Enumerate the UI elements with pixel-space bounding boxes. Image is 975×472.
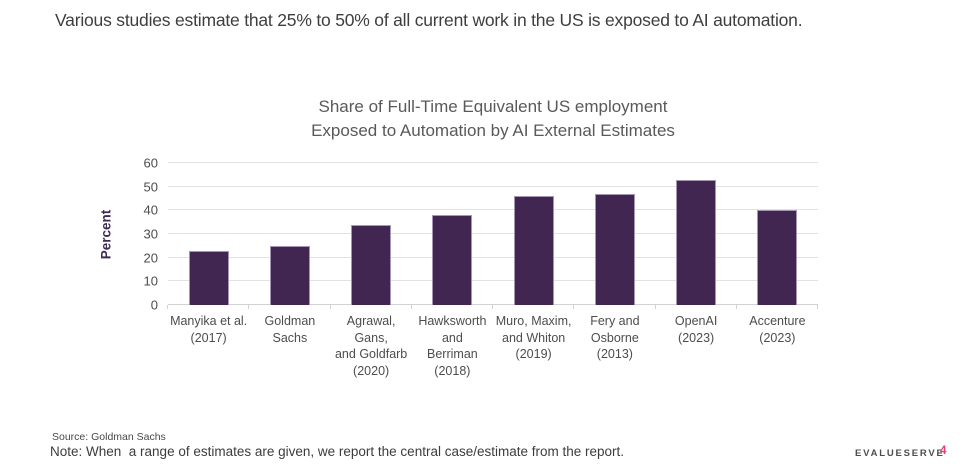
bar-6	[594, 193, 635, 305]
x-category-label-line: OpenAI	[674, 314, 718, 328]
bar-4	[432, 215, 473, 305]
bar-slot	[574, 163, 655, 305]
chart-title-line-1: Share of Full-Time Equivalent US employm…	[318, 97, 668, 116]
y-tick-label: 20	[143, 250, 158, 266]
x-category-label-line: Accenture	[749, 314, 806, 328]
x-axis-tick	[492, 305, 493, 309]
x-category-label-line: Fery and	[590, 314, 640, 328]
x-category-label: Hawksworth and Berriman (2018)	[412, 313, 493, 379]
y-gridline	[168, 256, 818, 258]
x-category-label-line: (2023)	[759, 330, 796, 345]
x-category-label-line: Sachs	[272, 330, 308, 345]
bar-slot	[737, 163, 818, 305]
x-category-label: Fery and Osborne (2013)	[574, 313, 655, 379]
x-category-label-line: (2019)	[515, 347, 552, 361]
x-category-label-line: (2020)	[353, 363, 390, 378]
x-category-label-line: (2018)	[434, 363, 471, 378]
y-axis-ticks: 0 10 20 30 40 50 60	[112, 156, 158, 313]
bar-5	[513, 196, 554, 305]
source-text: Source: Goldman Sachs	[52, 431, 166, 443]
x-category-label: Accenture (2023)	[737, 313, 818, 379]
x-category-label-line: (2023)	[678, 330, 715, 345]
x-category-label-line: and Goldfarb	[334, 347, 408, 361]
bar-2	[269, 245, 310, 305]
bar-slot	[493, 163, 574, 305]
x-category-label-line: Goldman	[264, 314, 316, 328]
y-gridline	[168, 162, 818, 163]
slide-headline: Various studies estimate that 25% to 50%…	[55, 10, 803, 30]
x-category-label: Agrawal, Gans, and Goldfarb (2020)	[331, 313, 412, 379]
x-category-label-line: Osborne	[590, 330, 639, 345]
y-tick-label: 30	[143, 226, 158, 242]
plot-area	[167, 162, 818, 309]
x-category-label: Goldman Sachs	[249, 313, 330, 379]
y-gridline	[168, 280, 818, 282]
x-category-label: Muro, Maxim, and Whiton (2019)	[493, 313, 574, 379]
bar-slot	[249, 163, 330, 305]
x-category-label-line: Hawksworth	[418, 314, 487, 328]
x-category-label-line: Agrawal, Gans,	[346, 314, 396, 345]
x-axis-tick	[573, 305, 575, 309]
x-axis-tick	[654, 305, 656, 309]
note-text: Note: When a range of estimates are give…	[50, 444, 625, 459]
x-axis-line	[168, 304, 818, 305]
chart-title-line-2: Exposed to Automation by AI External Est…	[311, 120, 675, 140]
x-category-label-line: (2017)	[190, 330, 227, 345]
x-category-label: OpenAI (2023)	[656, 313, 737, 379]
bar-8	[757, 210, 798, 305]
y-gridline	[168, 185, 818, 187]
y-tick-label: 60	[143, 155, 158, 171]
x-axis-tick	[817, 305, 818, 309]
bar-slot	[656, 163, 737, 305]
y-tick-label: 10	[143, 273, 158, 289]
x-axis-tick	[248, 305, 250, 309]
bar-slot	[331, 163, 412, 305]
bar-3	[351, 224, 392, 305]
x-axis-tick	[410, 305, 412, 309]
x-axis-tick	[167, 305, 168, 309]
y-tick-label: 40	[143, 202, 158, 218]
x-category-label-line: and	[441, 330, 463, 345]
x-category-label-line: Muro, Maxim,	[495, 314, 572, 328]
bar-slot	[412, 163, 493, 305]
x-category-label-line: and Whiton	[502, 330, 566, 345]
y-tick-label: 50	[143, 179, 158, 195]
y-gridline	[168, 233, 818, 234]
y-gridline	[168, 209, 818, 211]
bar-7	[676, 179, 717, 305]
x-category-label-line: Berriman	[427, 347, 478, 361]
bar-slot	[168, 163, 249, 305]
x-category-label-line: Manyika et al.	[170, 314, 248, 328]
x-axis-labels: Manyika et al. (2017) Goldman Sachs Agrawal,…	[168, 313, 818, 379]
chart-title: Share of Full-Time Equivalent US employm…	[168, 95, 818, 142]
x-category-label-line: (2013)	[596, 347, 633, 361]
x-category-label: Manyika et al. (2017)	[168, 313, 249, 379]
x-axis-tick	[735, 305, 737, 309]
x-axis-tick	[329, 305, 331, 309]
bar-series	[168, 163, 818, 305]
brand-logo-text: EVALUESERVE	[855, 448, 945, 459]
page-number: 4	[940, 445, 947, 457]
y-tick-label: 0	[150, 297, 158, 313]
bar-1	[188, 250, 229, 305]
